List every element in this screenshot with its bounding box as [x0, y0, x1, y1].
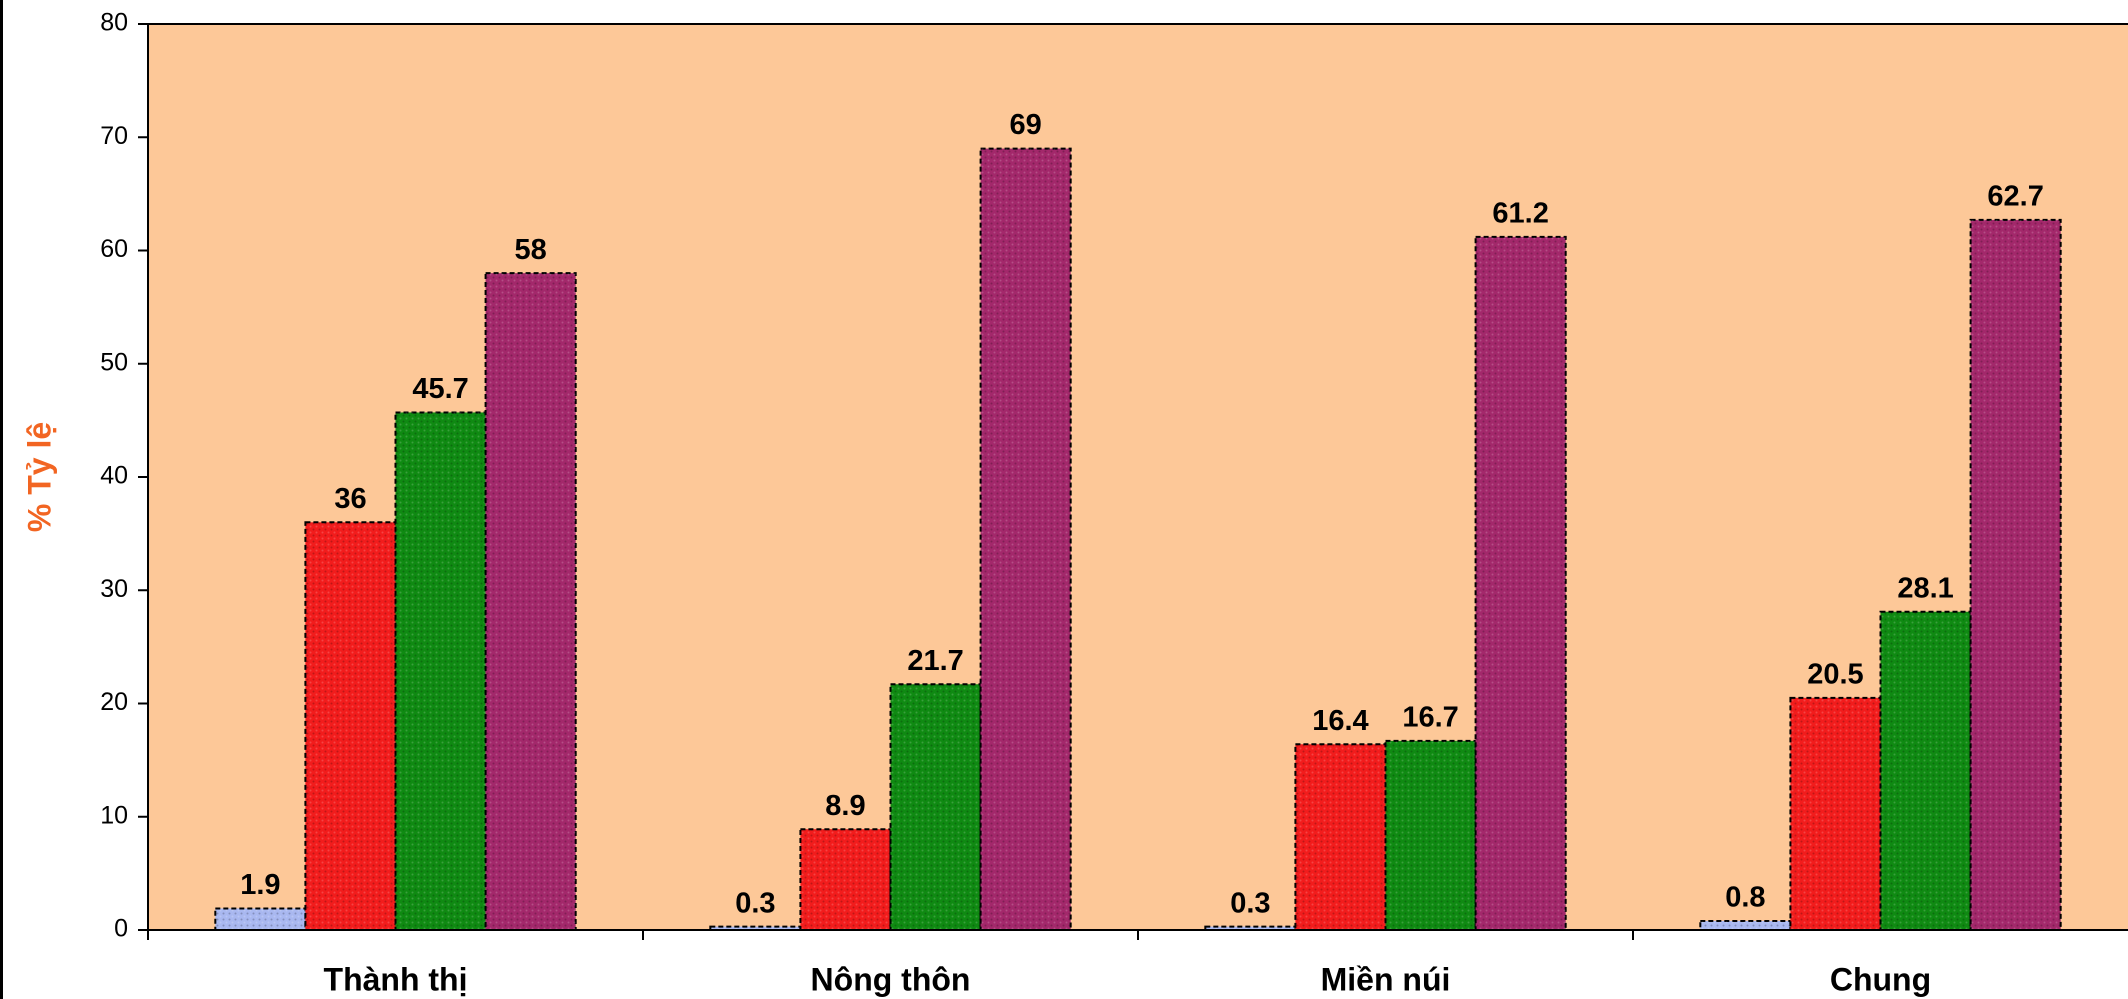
data-label: 0.8 — [1725, 882, 1765, 914]
bar-texture — [305, 522, 396, 930]
bar-texture — [395, 412, 486, 930]
bar-texture — [1970, 219, 2061, 931]
bar-texture — [1295, 744, 1386, 930]
x-axis: Thành thị Nông thôn Miền núi Chung — [147, 929, 2128, 997]
data-label: 28.1 — [1897, 572, 1953, 604]
y-tick-label: 70 — [100, 122, 128, 150]
data-label: 69 — [1010, 109, 1042, 141]
data-labels-group: 1.9 36 45.7 58 0.3 8.9 21.7 69 0.3 16.4 16.7 61.2 0.… — [240, 109, 2044, 919]
data-label: 20.5 — [1807, 658, 1863, 690]
left-edge-border — [0, 0, 3, 999]
x-category-label: Chung — [1830, 961, 1931, 997]
data-label: 21.7 — [907, 645, 963, 677]
bar-texture — [1880, 611, 1971, 930]
data-label: 62.7 — [1987, 181, 2043, 213]
bar-texture — [485, 273, 576, 930]
y-tick-label: 50 — [100, 348, 128, 376]
bar-texture — [800, 829, 891, 930]
bar-texture — [1475, 236, 1566, 930]
y-tick-label: 80 — [100, 9, 128, 37]
y-tick-label: 60 — [100, 235, 128, 263]
x-category-label: Miền núi — [1321, 961, 1451, 997]
data-label: 45.7 — [412, 373, 468, 405]
data-label: 16.7 — [1402, 702, 1458, 734]
data-label: 61.2 — [1492, 198, 1548, 230]
y-tick-label: 40 — [100, 462, 128, 490]
bar-texture — [1790, 697, 1881, 930]
y-tick-label: 10 — [100, 801, 128, 829]
x-category-label: Nông thôn — [811, 961, 971, 997]
bar-texture — [215, 908, 306, 930]
data-label: 36 — [334, 483, 366, 515]
data-label: 1.9 — [240, 869, 280, 901]
x-category-label: Thành thị — [324, 961, 468, 997]
bar-texture — [980, 148, 1071, 930]
data-label: 0.3 — [735, 887, 775, 919]
bar-texture — [1205, 926, 1296, 930]
y-axis: 0 10 20 30 40 50 60 70 80 — [100, 9, 2128, 943]
data-label: 16.4 — [1312, 705, 1368, 737]
bar-texture — [890, 684, 981, 930]
y-tick-label: 0 — [114, 915, 128, 943]
data-label: 58 — [515, 234, 547, 266]
y-tick-label: 20 — [100, 688, 128, 716]
bars-group — [214, 147, 2062, 932]
bar-texture — [710, 926, 801, 930]
bar-texture — [1700, 920, 1791, 930]
bar-texture — [1385, 740, 1476, 930]
y-axis-title: % Tỷ lệ — [21, 422, 57, 532]
data-label: 8.9 — [825, 790, 865, 822]
y-tick-label: 30 — [100, 575, 128, 603]
data-label: 0.3 — [1230, 887, 1270, 919]
